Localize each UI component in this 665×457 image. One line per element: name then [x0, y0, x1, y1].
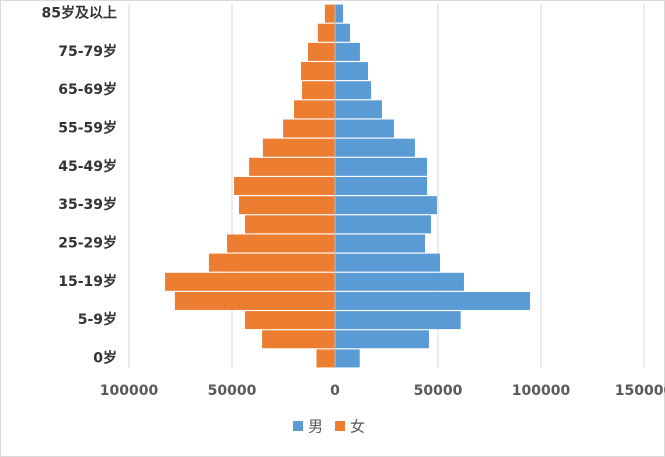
bar	[335, 272, 464, 291]
bar	[335, 42, 360, 61]
bar	[234, 176, 335, 196]
bar	[335, 291, 531, 310]
bar	[294, 100, 335, 119]
bar	[335, 81, 372, 100]
bar	[335, 62, 368, 81]
bar	[262, 330, 335, 349]
bar	[317, 23, 335, 42]
bar	[262, 138, 335, 157]
bar	[335, 349, 360, 368]
bar	[283, 119, 335, 138]
bar	[335, 196, 437, 215]
bar	[335, 253, 441, 272]
bar	[335, 176, 428, 196]
x-tick-label: 100000	[100, 383, 159, 399]
bar	[244, 311, 335, 330]
bar	[335, 119, 394, 138]
bar	[335, 100, 382, 119]
y-tick-label: 35-39岁	[58, 196, 117, 213]
y-tick-label: 85岁及以上	[42, 5, 117, 22]
x-tick-label: 100000	[512, 383, 571, 399]
legend-swatch	[293, 421, 303, 431]
y-tick-label: 15-19岁	[58, 273, 117, 290]
x-tick-label: 0	[330, 383, 340, 399]
y-tick-label: 45-49岁	[58, 158, 117, 175]
bar	[308, 42, 335, 61]
bar	[165, 272, 335, 291]
y-tick-label: 75-79岁	[58, 43, 117, 60]
bar	[335, 215, 431, 234]
y-tick-label: 5-9岁	[78, 311, 117, 328]
bar	[335, 234, 426, 253]
bar	[335, 157, 428, 176]
y-tick-label: 0岁	[93, 349, 117, 366]
bar	[316, 349, 335, 368]
legend-label: 女	[350, 418, 365, 436]
bar	[208, 253, 335, 272]
bar	[335, 330, 429, 349]
legend-swatch	[335, 421, 345, 431]
bar	[302, 81, 335, 100]
bar	[227, 234, 335, 253]
y-tick-label: 55-59岁	[58, 120, 117, 137]
bar	[301, 62, 335, 81]
y-tick-label: 25-29岁	[58, 234, 117, 251]
bar	[324, 4, 335, 23]
x-tick-label: 50000	[414, 383, 463, 399]
y-tick-label: 65-69岁	[58, 81, 117, 98]
bar	[335, 138, 415, 157]
legend-label: 男	[308, 418, 323, 436]
bar	[174, 291, 335, 310]
bar	[335, 4, 344, 23]
bar	[239, 196, 335, 215]
bar	[249, 157, 335, 176]
bar	[244, 215, 335, 234]
bar	[335, 311, 461, 330]
bar	[335, 23, 351, 42]
x-tick-label: 50000	[208, 383, 257, 399]
